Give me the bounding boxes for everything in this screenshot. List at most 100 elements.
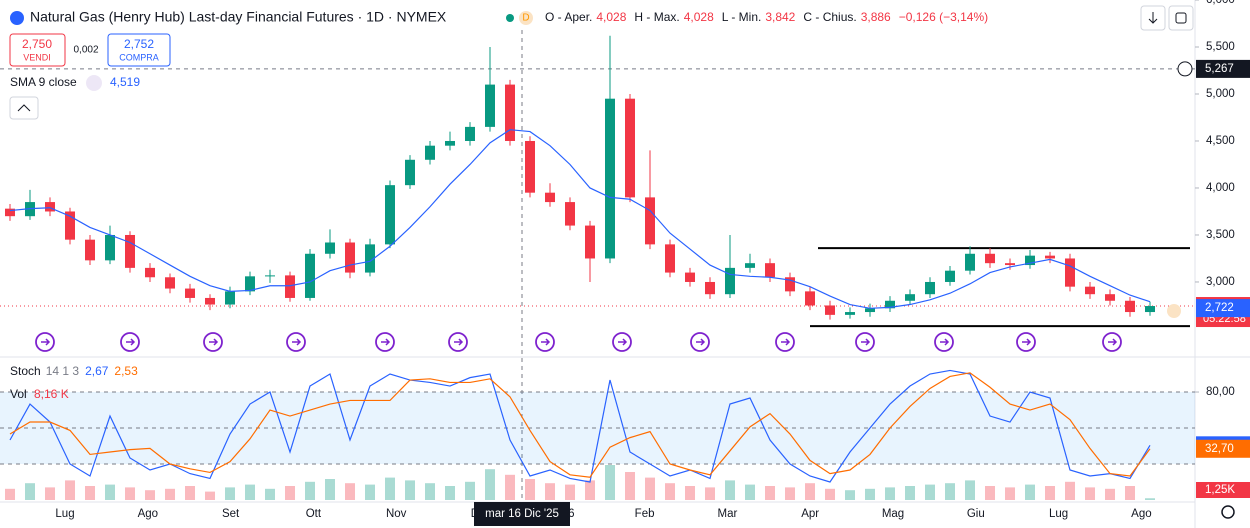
volume-bar	[85, 486, 95, 500]
candle-body	[625, 98, 635, 198]
fullscreen-button[interactable]	[1168, 5, 1194, 31]
candle-body	[605, 98, 615, 259]
badge: D	[522, 13, 529, 24]
volume-bar	[325, 479, 335, 500]
volume-bar	[1045, 486, 1055, 500]
stoch-name: Stoch	[10, 364, 41, 378]
volume-bar	[465, 481, 475, 500]
chevron	[17, 104, 31, 112]
candle-body	[125, 234, 135, 268]
candle-body	[785, 277, 795, 292]
event-arrow	[209, 338, 219, 346]
badge-bg	[519, 11, 533, 25]
add-icon	[1177, 61, 1193, 77]
candle-body	[345, 242, 355, 273]
candle-body	[1085, 286, 1095, 295]
volume-bar	[1025, 484, 1035, 500]
collapse-button[interactable]	[9, 96, 39, 120]
volume-bar	[245, 484, 255, 500]
y-tick-label: 4,500	[1206, 135, 1235, 147]
settings-icon[interactable]	[1221, 505, 1235, 519]
candle-body	[545, 192, 555, 203]
volume-bar	[385, 477, 395, 500]
stoch-d: 2,53	[114, 364, 138, 378]
volume-bar	[865, 488, 875, 500]
candle-body	[1065, 258, 1075, 287]
candle-body	[565, 202, 575, 226]
x-tick-label: Lug	[1049, 508, 1068, 520]
ohlc-label: C - Chius.	[803, 10, 856, 24]
candle-body	[265, 275, 275, 277]
y-tick-label: 5,500	[1206, 41, 1235, 53]
volume-bar	[185, 486, 195, 500]
price-label: 5,267	[1205, 63, 1234, 75]
stoch-line	[9, 369, 1151, 483]
ohlc-label: H - Max.	[634, 10, 679, 24]
candle-body	[165, 277, 175, 289]
sell-button[interactable]	[9, 33, 66, 67]
volume-bar	[825, 488, 835, 500]
sell-price: 2,750	[22, 37, 52, 51]
event-arrow	[940, 338, 950, 346]
x-tick-label: Ago	[1131, 508, 1151, 520]
event-arrow	[381, 338, 391, 346]
candle-body	[465, 126, 475, 141]
candle-body	[45, 202, 55, 212]
volume-bar	[145, 490, 155, 500]
candle-body	[945, 270, 955, 282]
volume-bar	[285, 486, 295, 500]
sma-value: 4,519	[110, 75, 140, 89]
candle-body	[185, 288, 195, 298]
volume-bar	[425, 483, 435, 500]
candle-body	[1005, 263, 1015, 266]
volume-bar	[785, 487, 795, 500]
volume-bar	[605, 465, 615, 500]
candle-body	[1025, 255, 1035, 266]
candle-body	[225, 291, 235, 305]
candle-body	[905, 294, 915, 301]
volume-bar	[925, 484, 935, 500]
sma-line	[9, 129, 1151, 309]
x-tick-label: Set	[222, 508, 240, 520]
volume-bar	[585, 480, 595, 500]
event-arrow	[454, 338, 464, 346]
y-tick-label: 6,000	[1206, 0, 1235, 6]
ohlc-value: 3,886	[861, 10, 891, 24]
volume-bar	[565, 484, 575, 500]
stoch-k: 2,67	[85, 364, 109, 378]
volume-bar	[345, 483, 355, 500]
stoch-label-bg	[1196, 439, 1250, 458]
volume-bar	[365, 484, 375, 500]
event-arrow	[781, 338, 791, 346]
event-arrow	[696, 338, 706, 346]
candle-body	[385, 185, 395, 245]
volume-bar	[765, 486, 775, 500]
candle-body	[445, 140, 455, 146]
x-tick-label: Giu	[967, 508, 985, 520]
volume-bar	[125, 487, 135, 500]
status-dot	[506, 14, 514, 22]
volume-label: 1,25K	[1205, 484, 1235, 496]
volume-bar	[445, 486, 455, 500]
candle-body	[205, 297, 215, 305]
candle-body	[885, 300, 895, 309]
event-arrow	[1022, 338, 1032, 346]
volume-bar	[1085, 487, 1095, 500]
y-tick-label: 3,500	[1206, 229, 1235, 241]
volume-bar	[265, 488, 275, 500]
candle-body	[705, 281, 715, 295]
event-arrow	[126, 338, 136, 346]
dividend-icon	[1167, 304, 1181, 318]
candle-body	[145, 267, 155, 278]
volume-label-bg	[1196, 482, 1250, 498]
candle-body	[725, 267, 735, 295]
candle-body	[85, 239, 95, 261]
y-tick-label: 3,000	[1206, 276, 1235, 288]
volume-bar	[505, 474, 515, 500]
x-tick-label: Feb	[635, 508, 655, 520]
ui-overlay: Natural Gas (Henry Hub) Last-day Financi…	[9, 5, 1235, 519]
x-tick-label: Lug	[55, 508, 74, 520]
candle-body	[5, 208, 15, 217]
buy-button[interactable]	[107, 33, 171, 67]
sma-name: SMA 9 close	[10, 75, 77, 89]
